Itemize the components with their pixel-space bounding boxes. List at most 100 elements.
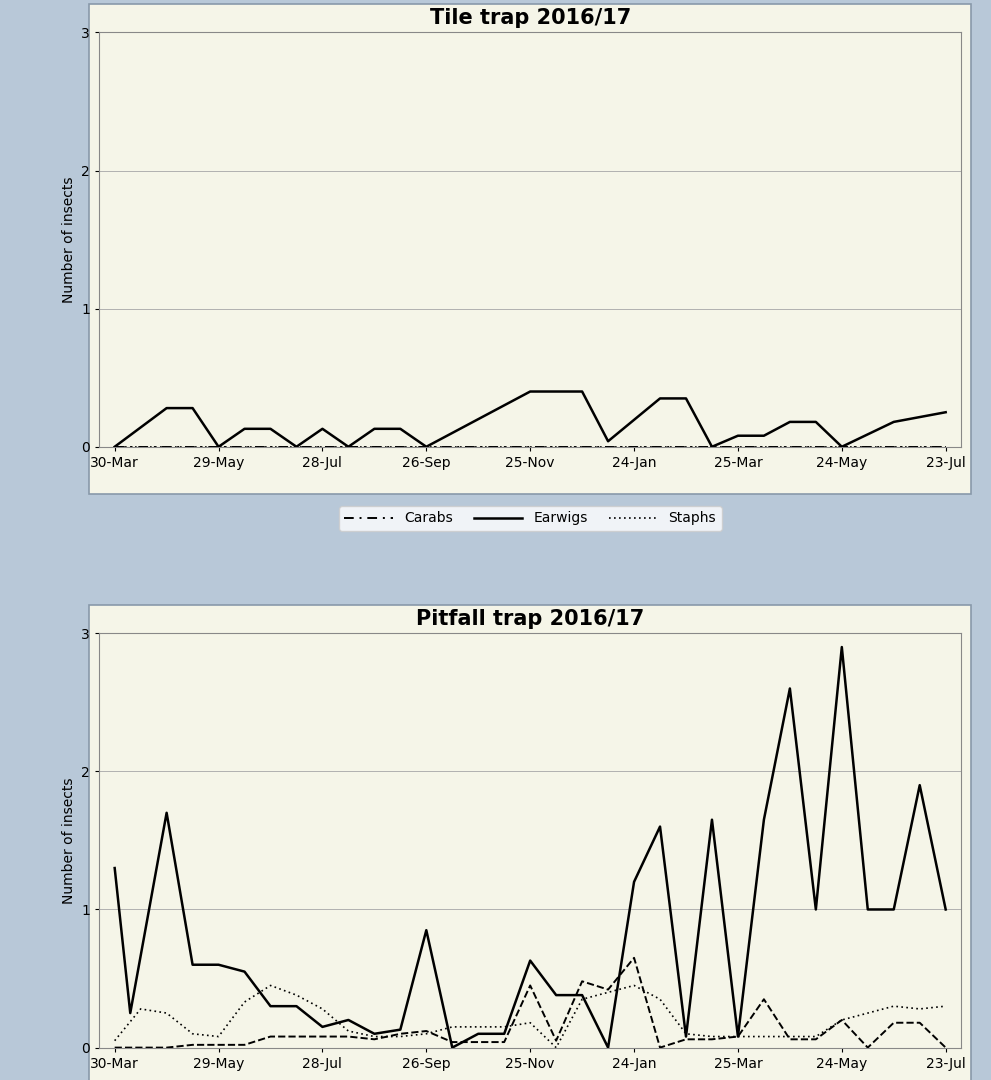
Carabs — [135, 1041, 147, 1054]
Carabs — [161, 1041, 172, 1054]
Staphs — [109, 1035, 121, 1048]
Earwigs — [939, 406, 951, 419]
Earwigs — [290, 1000, 302, 1013]
Earwigs — [109, 441, 121, 454]
Earwigs — [758, 813, 770, 826]
Earwigs — [784, 681, 796, 694]
Earwigs — [758, 429, 770, 442]
Earwigs — [343, 1013, 355, 1026]
Staphs — [810, 1030, 822, 1043]
Y-axis label: Number of insects: Number of insects — [61, 176, 75, 302]
Staphs — [706, 1030, 717, 1043]
Staphs — [394, 1030, 406, 1043]
Title: Pitfall trap 2016/17: Pitfall trap 2016/17 — [416, 609, 644, 629]
Carabs — [680, 1032, 692, 1045]
Staphs — [888, 1000, 900, 1013]
Carabs — [732, 1030, 744, 1043]
Staphs — [135, 1002, 147, 1015]
Carabs — [394, 1027, 406, 1040]
Carabs — [446, 1036, 458, 1049]
Carabs — [186, 1038, 198, 1051]
Carabs — [524, 978, 536, 991]
Earwigs — [369, 422, 381, 435]
Earwigs — [239, 966, 251, 978]
Line: Earwigs: Earwigs — [115, 392, 945, 447]
Earwigs — [654, 392, 666, 405]
Title: Tile trap 2016/17: Tile trap 2016/17 — [429, 8, 631, 28]
Staphs — [732, 1030, 744, 1043]
Earwigs — [213, 958, 225, 971]
Earwigs — [161, 807, 172, 820]
Earwigs — [498, 1027, 510, 1040]
Earwigs — [862, 903, 874, 916]
Carabs — [835, 1013, 847, 1026]
Earwigs — [654, 820, 666, 833]
Earwigs — [109, 862, 121, 875]
Staphs — [654, 993, 666, 1005]
Staphs — [862, 1007, 874, 1020]
Carabs — [473, 1036, 485, 1049]
Carabs — [369, 1032, 381, 1045]
Staphs — [835, 1013, 847, 1026]
Carabs — [654, 1041, 666, 1054]
Earwigs — [446, 1041, 458, 1054]
Earwigs — [290, 441, 302, 454]
Carabs — [603, 983, 614, 996]
Earwigs — [888, 416, 900, 429]
Earwigs — [550, 988, 562, 1001]
Carabs — [420, 1025, 432, 1038]
Staphs — [186, 1027, 198, 1040]
Carabs — [109, 1041, 121, 1054]
Earwigs — [213, 441, 225, 454]
Carabs — [343, 1030, 355, 1043]
Staphs — [628, 978, 640, 991]
Earwigs — [394, 1023, 406, 1036]
Earwigs — [369, 1027, 381, 1040]
Earwigs — [343, 441, 355, 454]
Earwigs — [186, 402, 198, 415]
Earwigs — [939, 903, 951, 916]
Staphs — [939, 1000, 951, 1013]
Earwigs — [524, 386, 536, 399]
Earwigs — [124, 1007, 136, 1020]
Staphs — [161, 1007, 172, 1020]
Staphs — [524, 1016, 536, 1029]
Earwigs — [316, 1021, 328, 1034]
Earwigs — [603, 435, 614, 448]
Staphs — [784, 1030, 796, 1043]
Earwigs — [784, 416, 796, 429]
Earwigs — [576, 386, 588, 399]
Line: Staphs: Staphs — [115, 985, 945, 1048]
Earwigs — [265, 1000, 276, 1013]
Carabs — [498, 1036, 510, 1049]
Earwigs — [888, 903, 900, 916]
Staphs — [914, 1002, 926, 1015]
Earwigs — [914, 779, 926, 792]
Legend: Carabs, Earwigs, Staphs: Carabs, Earwigs, Staphs — [339, 505, 721, 531]
Carabs — [862, 1041, 874, 1054]
Earwigs — [473, 1027, 485, 1040]
Earwigs — [420, 441, 432, 454]
Line: Earwigs: Earwigs — [115, 647, 945, 1048]
Earwigs — [316, 422, 328, 435]
Staphs — [420, 1027, 432, 1040]
Carabs — [888, 1016, 900, 1029]
Staphs — [343, 1025, 355, 1038]
Earwigs — [524, 954, 536, 967]
Earwigs — [706, 441, 717, 454]
Staphs — [758, 1030, 770, 1043]
Earwigs — [239, 422, 251, 435]
Staphs — [446, 1021, 458, 1034]
Earwigs — [680, 392, 692, 405]
Staphs — [265, 978, 276, 991]
Carabs — [706, 1032, 717, 1045]
Carabs — [810, 1032, 822, 1045]
Earwigs — [680, 1030, 692, 1043]
Carabs — [784, 1032, 796, 1045]
Carabs — [628, 951, 640, 964]
Earwigs — [835, 441, 847, 454]
Carabs — [550, 1035, 562, 1048]
Staphs — [369, 1030, 381, 1043]
Staphs — [498, 1021, 510, 1034]
Earwigs — [420, 923, 432, 936]
